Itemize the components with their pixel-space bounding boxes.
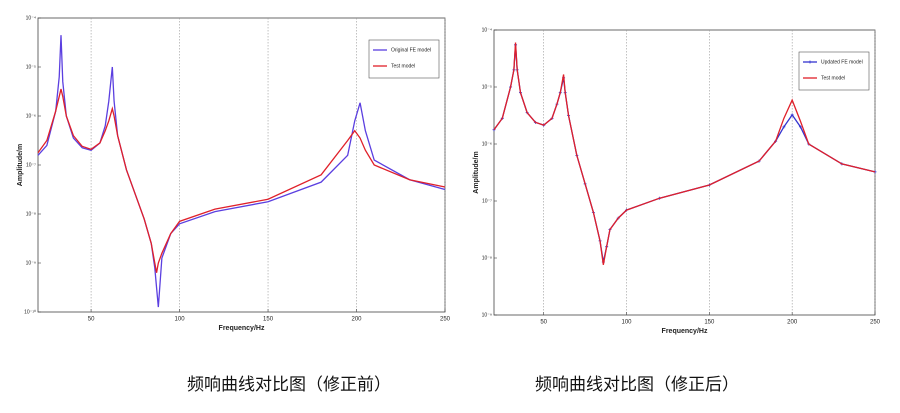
legend-label: Test model bbox=[391, 63, 415, 69]
series-marker bbox=[782, 125, 786, 129]
x-tick-label: 250 bbox=[870, 320, 881, 326]
y-tick-label: 10⁻⁶ bbox=[26, 113, 36, 119]
legend-label: Test model bbox=[821, 75, 845, 81]
x-axis-label: Frequency/Hz bbox=[219, 325, 265, 332]
y-axis-label: Amplitude/m bbox=[17, 144, 24, 186]
y-tick-label: 10⁻⁹ bbox=[26, 260, 36, 266]
series-line bbox=[37, 88, 446, 273]
x-axis-label: Frequency/Hz bbox=[662, 328, 708, 335]
legend-marker bbox=[808, 60, 812, 64]
series-marker bbox=[790, 113, 794, 117]
y-tick-label: 10⁻¹⁰ bbox=[24, 309, 36, 315]
y-tick-label: 10⁻⁵ bbox=[26, 64, 36, 70]
x-tick-label: 200 bbox=[352, 317, 363, 323]
x-tick-label: 150 bbox=[704, 320, 715, 326]
y-tick-label: 10⁻⁶ bbox=[482, 141, 492, 147]
y-tick-label: 10⁻⁴ bbox=[26, 15, 36, 21]
x-tick-label: 150 bbox=[263, 317, 274, 323]
x-tick-label: 200 bbox=[787, 320, 798, 326]
caption: 频响曲线对比图（修正前） bbox=[187, 375, 391, 394]
y-tick-label: 10⁻⁷ bbox=[482, 198, 492, 204]
legend-label: Updated FE model bbox=[821, 59, 863, 65]
y-tick-label: 10⁻⁴ bbox=[482, 27, 492, 33]
legend-label: Original FE model bbox=[391, 47, 431, 53]
y-tick-label: 10⁻⁸ bbox=[26, 211, 36, 217]
x-tick-label: 250 bbox=[440, 317, 451, 323]
y-tick-label: 10⁻⁸ bbox=[482, 255, 492, 261]
series-line bbox=[493, 42, 876, 265]
x-tick-label: 50 bbox=[88, 317, 95, 323]
caption: 频响曲线对比图（修正后） bbox=[535, 375, 739, 394]
y-tick-label: 10⁻⁷ bbox=[26, 162, 36, 168]
y-axis-label: Amplitude/m bbox=[473, 151, 480, 193]
x-tick-label: 100 bbox=[175, 317, 186, 323]
x-tick-label: 100 bbox=[622, 320, 633, 326]
x-tick-label: 50 bbox=[540, 320, 547, 326]
y-tick-label: 10⁻⁵ bbox=[482, 84, 492, 90]
y-tick-label: 10⁻⁹ bbox=[482, 312, 492, 318]
series-marker bbox=[798, 125, 802, 129]
legend-box bbox=[798, 51, 870, 91]
legend-box bbox=[368, 39, 440, 79]
